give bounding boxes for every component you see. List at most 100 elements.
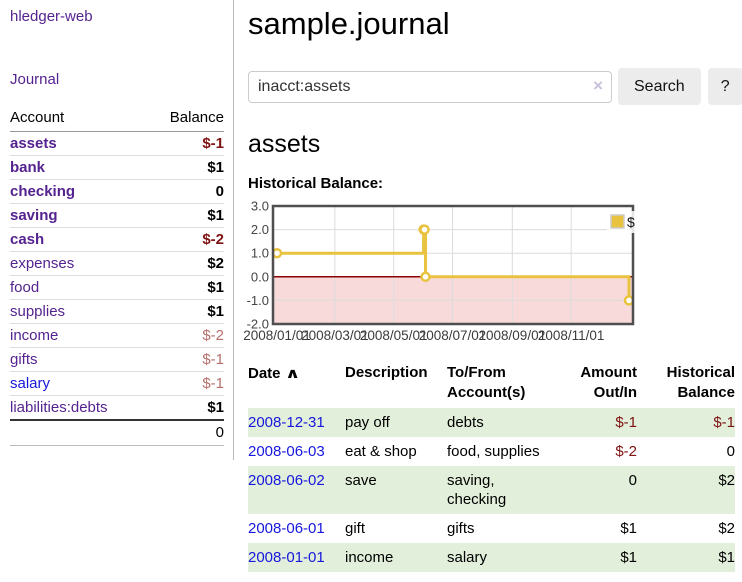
search-button[interactable]: Search [618, 68, 701, 105]
sidebar-nav: Journal [10, 71, 224, 107]
page-title: sample.journal [248, 6, 450, 41]
chart-title: Historical Balance: [248, 175, 384, 192]
account-link[interactable]: saving [10, 207, 58, 224]
account-balance: $-2 [147, 323, 224, 348]
account-balance: $2 [147, 251, 224, 276]
account-balance: $-1 [147, 131, 224, 156]
transaction-description: income [345, 549, 394, 566]
brand-link[interactable]: hledger-web [10, 8, 93, 25]
col-accounts: To/From Account(s) [447, 364, 526, 401]
main-content: sample.journal × Search ? assets Histori… [234, 0, 742, 572]
svg-text:2.0: 2.0 [251, 222, 269, 237]
transaction-balance: 0 [726, 443, 735, 460]
sidebar: hledger-web Journal Account Balance asse… [0, 0, 234, 460]
transaction-description: gift [345, 520, 366, 537]
account-balance: 0 [147, 179, 224, 204]
transaction-accounts: salary [447, 549, 488, 566]
account-row: income $-2 [10, 323, 224, 348]
transaction-balance: $2 [718, 472, 735, 489]
account-link[interactable]: assets [10, 135, 57, 152]
account-link[interactable]: liabilities:debts [10, 399, 108, 416]
register-header-row: Date ∧ Description To/From Account(s) Amo… [248, 363, 735, 408]
account-link[interactable]: salary [10, 375, 51, 392]
svg-text:2008/09/01: 2008/09/01 [479, 328, 547, 343]
account-balance: $1 [147, 299, 224, 324]
search-box: × [248, 70, 612, 103]
account-balance: $1 [147, 395, 224, 420]
account-balance: $-2 [147, 227, 224, 252]
transaction-balance: $1 [718, 549, 735, 566]
account-row: salary $-1 [10, 371, 224, 396]
account-row: checking 0 [10, 179, 224, 204]
accounts-table: Account Balance assets $-1 bank $1 checking 0… [10, 107, 224, 446]
account-row: gifts $-1 [10, 347, 224, 372]
account-link[interactable]: checking [10, 183, 76, 200]
transaction-amount: $1 [620, 549, 637, 566]
col-date-label: Date [248, 365, 281, 382]
transaction-date-link[interactable]: 2008-12-31 [248, 414, 325, 431]
accounts-total-row: 0 [10, 419, 224, 446]
transaction-date-link[interactable]: 2008-06-01 [248, 520, 325, 537]
svg-text:2008/05/01: 2008/05/01 [360, 328, 428, 343]
transaction-amount: $-2 [615, 443, 637, 460]
transaction-description: pay off [345, 414, 390, 431]
transaction-balance: $-1 [713, 414, 735, 431]
col-description: Description [345, 364, 428, 381]
register-row: 2008-06-03 eat & shop food, supplies $-2 0 [248, 437, 735, 466]
register-row: 2008-06-02 save saving, checking 0 $2 [248, 466, 735, 514]
transaction-description: eat & shop [345, 443, 417, 460]
accounts-total-balance: 0 [147, 419, 224, 446]
account-row: bank $1 [10, 155, 224, 180]
svg-text:2008/03/01: 2008/03/01 [301, 328, 369, 343]
transaction-accounts: food, supplies [447, 443, 540, 460]
register-row: 2008-01-01 income salary $1 $1 [248, 543, 735, 572]
svg-text:0.0: 0.0 [251, 269, 269, 284]
accounts-header-row: Account Balance [10, 107, 224, 132]
account-link[interactable]: bank [10, 159, 46, 176]
svg-text:-1.0: -1.0 [247, 293, 269, 308]
account-balance: $-1 [147, 371, 224, 396]
account-link[interactable]: expenses [10, 255, 75, 272]
account-link[interactable]: gifts [10, 351, 38, 368]
account-link[interactable]: supplies [10, 303, 66, 320]
transaction-accounts: debts [447, 414, 484, 431]
svg-text:3.0: 3.0 [251, 199, 269, 214]
account-link[interactable]: income [10, 327, 59, 344]
account-link[interactable]: food [10, 279, 40, 296]
account-row: food $1 [10, 275, 224, 300]
svg-text:2008/11/01: 2008/11/01 [538, 328, 605, 343]
accounts-header-balance: Balance [147, 107, 224, 132]
svg-text:-2.0: -2.0 [247, 317, 269, 332]
nav-journal-link[interactable]: Journal [10, 71, 60, 88]
account-balance: $1 [147, 155, 224, 180]
transaction-accounts: gifts [447, 520, 475, 537]
accounts-total-spacer [10, 419, 148, 446]
register-row: 2008-06-01 gift gifts $1 $2 [248, 514, 735, 543]
transaction-date-link[interactable]: 2008-01-01 [248, 549, 325, 566]
account-row: saving $1 [10, 203, 224, 228]
search-input[interactable] [248, 70, 612, 103]
col-date[interactable]: Date ∧ [248, 363, 345, 408]
account-heading: assets [248, 130, 321, 158]
col-amount: Amount Out/In [580, 364, 637, 401]
search-form: × Search ? [248, 68, 742, 105]
clear-search-icon[interactable]: × [593, 75, 603, 95]
account-row: cash $-2 [10, 227, 224, 252]
svg-text:1.0: 1.0 [251, 246, 269, 261]
svg-text:$: $ [627, 214, 635, 230]
help-button[interactable]: ? [707, 68, 742, 105]
account-row: expenses $2 [10, 251, 224, 276]
transaction-date-link[interactable]: 2008-06-03 [248, 443, 325, 460]
transaction-amount: 0 [628, 472, 637, 489]
register-row: 2008-12-31 pay off debts $-1 $-1 [248, 408, 735, 437]
account-balance: $1 [147, 275, 224, 300]
account-balance: $1 [147, 203, 224, 228]
account-row: supplies $1 [10, 299, 224, 324]
svg-text:2008/07/01: 2008/07/01 [419, 328, 487, 343]
historical-balance-chart[interactable]: $3.0 2.0 1.0 0.0 -1.0 -2.0 2008/01/01 2008/03/0… [243, 199, 742, 344]
account-balance: $-1 [147, 347, 224, 372]
transaction-date-link[interactable]: 2008-06-02 [248, 472, 325, 489]
transaction-description: save [345, 472, 377, 489]
account-link[interactable]: cash [10, 231, 45, 248]
